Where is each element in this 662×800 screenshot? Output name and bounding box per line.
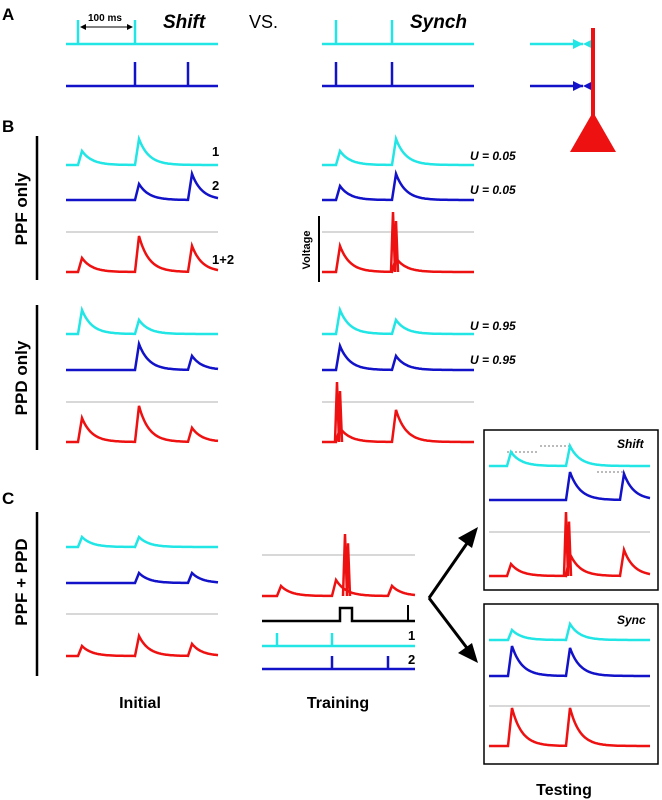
ppf-synch-trace-sum: [322, 211, 474, 274]
ppf-shift-trace-1: [66, 134, 218, 167]
panel-label-c: C: [2, 489, 14, 508]
ppd-u-label-1: U = 0.95: [470, 319, 516, 333]
testing-label: Testing: [536, 782, 592, 799]
training-spike-train-2: [262, 656, 415, 671]
scale-bar-label: 100 ms: [88, 13, 122, 24]
sync-test-title: Sync: [617, 613, 646, 627]
sync-test-box: [483, 603, 659, 765]
initial-trace-1: [66, 534, 218, 549]
synch-title: Synch: [410, 12, 467, 33]
scale-bar: [80, 24, 133, 30]
training-pulse: [262, 606, 415, 623]
voltage-label: Voltage: [301, 231, 313, 270]
initial-trace-2: [66, 570, 219, 585]
training-label-2: 2: [408, 652, 415, 667]
branch-arrows: [427, 527, 478, 663]
ppf-synch-trace-1: [322, 134, 474, 167]
neuron-soma-icon: [570, 112, 616, 152]
ppf-shift-trace-2: [66, 169, 219, 202]
panel-label-a: A: [2, 5, 14, 24]
ppd-shift-trace-1: [66, 305, 218, 336]
ppd-synch-trace-2: [322, 341, 474, 372]
sync-test-trace-2: [489, 645, 650, 678]
ppf-shift-trace-sum: [66, 235, 219, 274]
ppf-u-label-1: U = 0.05: [470, 149, 516, 163]
ppd-synch-trace-1: [322, 305, 474, 336]
initial-trace-sum: [66, 632, 219, 658]
training-spike-train-1: [262, 633, 415, 648]
ppf-row-label: PPF only: [12, 172, 31, 245]
trace-label-1: 1: [212, 144, 219, 159]
ppd-shift-trace-sum: [66, 405, 219, 444]
shift-test-title: Shift: [617, 437, 645, 451]
trace-label-2: 2: [212, 178, 219, 193]
trace-label-sum: 1+2: [212, 252, 234, 267]
sync-test-trace-1: [489, 620, 650, 642]
sync-test-trace-sum: [489, 707, 650, 748]
shift-test-box: [483, 429, 659, 591]
ppf-ppd-row-label: PPF + PPD: [12, 538, 31, 625]
shift-test-trace-1: [489, 442, 650, 468]
panel-label-b: B: [2, 117, 14, 136]
ppf-u-label-2: U = 0.05: [470, 183, 516, 197]
ppd-shift-trace-2: [66, 339, 219, 372]
shift-spike-train-1: [66, 20, 218, 46]
shift-title: Shift: [163, 12, 206, 33]
ppf-synch-trace-2: [322, 169, 474, 202]
initial-label: Initial: [119, 695, 161, 712]
synch-spike-train-2: [322, 62, 474, 88]
shift-test-trace-sum: [489, 511, 651, 578]
panel-a: 100 ms Shift VS. Synch: [66, 12, 616, 152]
ppd-u-label-2: U = 0.95: [470, 353, 516, 367]
training-label-1: 1: [408, 628, 415, 643]
vs-label: VS.: [249, 12, 278, 32]
synch-spike-train-1: [322, 20, 474, 46]
ppd-row-label: PPD only: [12, 340, 31, 415]
neuron-diagram: [530, 28, 616, 152]
shift-spike-train-2: [66, 62, 218, 88]
ppd-synch-trace-sum: [322, 381, 474, 444]
shift-test-trace-2: [489, 469, 651, 502]
training-label: Training: [307, 695, 369, 712]
training-voltage-trace: [262, 533, 416, 598]
